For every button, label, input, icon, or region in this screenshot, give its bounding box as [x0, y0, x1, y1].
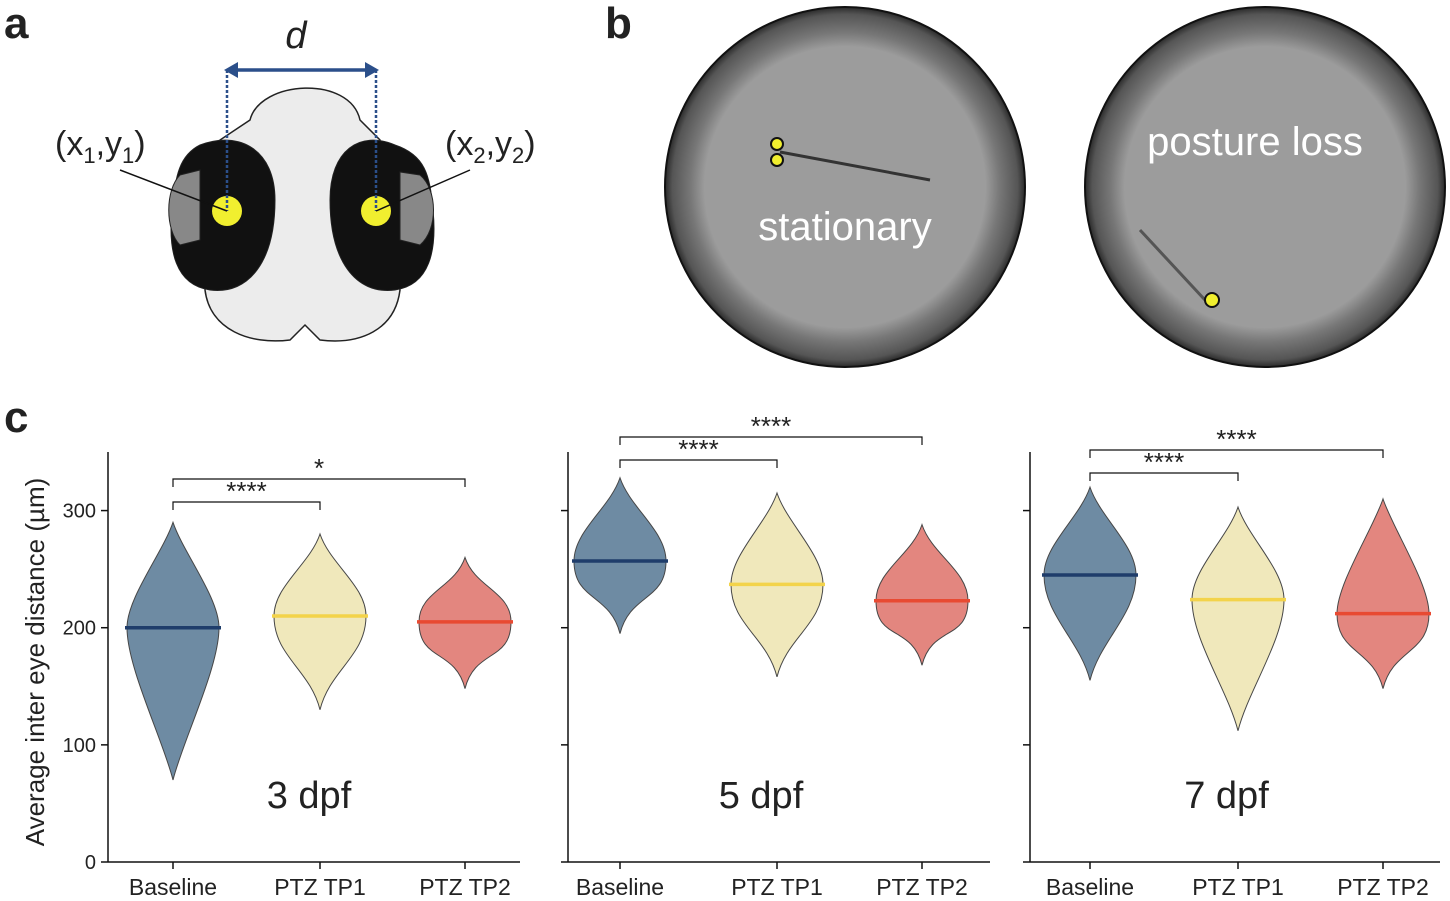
significance-bracket — [619, 459, 778, 468]
label-part: ) — [524, 125, 535, 163]
y-axis-label: Average inter eye distance (µm) — [20, 478, 50, 847]
swarm-upper — [1191, 505, 1285, 601]
label-part: 2 — [473, 143, 485, 168]
label-part: 1 — [122, 143, 134, 168]
x-tick-label: PTZ TP1 — [274, 874, 366, 900]
age-annotation: 5 dpf — [719, 775, 804, 817]
dish-images — [664, 6, 1446, 368]
dish-label: stationary — [758, 205, 931, 249]
age-annotation: 3 dpf — [267, 775, 352, 817]
swarm-upper — [126, 520, 220, 629]
label-part: ,y — [96, 125, 122, 163]
y-tick-label: 0 — [85, 852, 96, 874]
x-tick-label: PTZ TP1 — [731, 874, 823, 900]
x-tick-label: PTZ TP2 — [1337, 874, 1429, 900]
label-part: ,y — [486, 125, 512, 163]
x-tick-label: PTZ TP2 — [876, 874, 968, 900]
swarm-lower — [273, 615, 367, 710]
significance-label: **** — [226, 476, 266, 506]
swarm-upper — [573, 476, 667, 562]
point-label: (x1,y1) — [55, 125, 146, 168]
swarm-upper — [1336, 497, 1430, 615]
swarm-lower — [875, 600, 969, 666]
swarm-lower — [573, 560, 667, 634]
point-label: (x2,y2) — [445, 125, 536, 168]
distance-label: d — [285, 15, 308, 57]
y-tick-label: 300 — [63, 501, 96, 523]
significance-bracket — [1089, 449, 1384, 458]
swarm-upper — [273, 532, 367, 617]
significance-label: **** — [1144, 447, 1184, 477]
swarm-lower — [730, 583, 824, 678]
panel-label: c — [4, 393, 28, 442]
significance-label: **** — [678, 434, 718, 464]
swarm-upper — [418, 555, 512, 623]
significance-label: **** — [1216, 424, 1256, 454]
y-tick-label: 100 — [63, 735, 96, 757]
age-annotation: 7 dpf — [1184, 775, 1269, 817]
swarm-lower — [418, 621, 512, 689]
swarm-lower — [1336, 613, 1430, 689]
swarm-upper — [875, 523, 969, 602]
swarm-lower — [1191, 599, 1285, 731]
swarm-upper — [730, 491, 824, 585]
label-part: (x — [55, 125, 83, 163]
dish-label: posture loss — [1147, 120, 1363, 164]
significance-bracket — [172, 478, 466, 487]
label-part: ) — [134, 125, 145, 163]
significance-bracket — [1089, 472, 1239, 481]
x-tick-label: PTZ TP1 — [1192, 874, 1284, 900]
label-part: (x — [445, 125, 473, 163]
x-tick-label: Baseline — [1046, 874, 1134, 900]
x-tick-label: Baseline — [576, 874, 664, 900]
swarm-lower — [126, 627, 220, 781]
x-tick-label: Baseline — [129, 874, 217, 900]
swarm-lower — [1043, 574, 1137, 681]
x-tick-label: PTZ TP2 — [419, 874, 511, 900]
significance-bracket — [619, 436, 923, 445]
panel-label: a — [4, 0, 29, 48]
panel-label: b — [605, 0, 632, 48]
head-diagram — [119, 62, 471, 342]
label-part: 2 — [512, 143, 524, 168]
y-tick-label: 200 — [63, 618, 96, 640]
swarm-upper — [1043, 485, 1137, 576]
significance-label: **** — [751, 411, 791, 441]
significance-label: * — [314, 453, 324, 483]
label-part: 1 — [83, 143, 95, 168]
significance-bracket — [172, 501, 321, 510]
